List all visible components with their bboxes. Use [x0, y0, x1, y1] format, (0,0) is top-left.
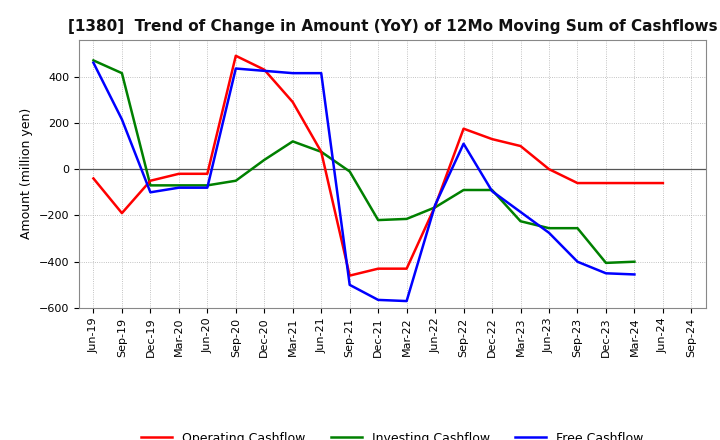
Investing Cashflow	[402, 216, 411, 222]
Operating Cashflow	[317, 149, 325, 154]
Investing Cashflow	[203, 183, 212, 188]
Free Cashflow	[117, 117, 126, 122]
Operating Cashflow	[545, 166, 554, 172]
Legend: Operating Cashflow, Investing Cashflow, Free Cashflow: Operating Cashflow, Investing Cashflow, …	[136, 427, 649, 440]
Investing Cashflow	[516, 219, 525, 224]
Investing Cashflow	[431, 205, 439, 210]
Investing Cashflow	[89, 58, 98, 63]
Line: Investing Cashflow: Investing Cashflow	[94, 60, 634, 263]
Line: Operating Cashflow: Operating Cashflow	[94, 56, 663, 275]
Title: [1380]  Trend of Change in Amount (YoY) of 12Mo Moving Sum of Cashflows: [1380] Trend of Change in Amount (YoY) o…	[68, 19, 717, 34]
Free Cashflow	[374, 297, 382, 303]
Operating Cashflow	[232, 53, 240, 59]
Operating Cashflow	[516, 143, 525, 149]
Free Cashflow	[232, 66, 240, 71]
Investing Cashflow	[487, 187, 496, 193]
Investing Cashflow	[260, 157, 269, 162]
Operating Cashflow	[431, 204, 439, 209]
Operating Cashflow	[174, 171, 183, 176]
Investing Cashflow	[346, 169, 354, 174]
Investing Cashflow	[630, 259, 639, 264]
Line: Free Cashflow: Free Cashflow	[94, 63, 634, 301]
Operating Cashflow	[289, 99, 297, 105]
Operating Cashflow	[117, 210, 126, 216]
Investing Cashflow	[374, 217, 382, 223]
Investing Cashflow	[146, 183, 155, 188]
Investing Cashflow	[573, 226, 582, 231]
Operating Cashflow	[602, 180, 611, 186]
Operating Cashflow	[402, 266, 411, 271]
Operating Cashflow	[374, 266, 382, 271]
Operating Cashflow	[659, 180, 667, 186]
Investing Cashflow	[174, 183, 183, 188]
Free Cashflow	[630, 272, 639, 277]
Investing Cashflow	[117, 70, 126, 76]
Operating Cashflow	[459, 126, 468, 131]
Free Cashflow	[459, 141, 468, 147]
Free Cashflow	[487, 188, 496, 194]
Operating Cashflow	[630, 180, 639, 186]
Free Cashflow	[545, 230, 554, 235]
Investing Cashflow	[459, 187, 468, 193]
Free Cashflow	[146, 190, 155, 195]
Investing Cashflow	[317, 149, 325, 154]
Operating Cashflow	[146, 178, 155, 183]
Operating Cashflow	[89, 176, 98, 181]
Operating Cashflow	[260, 67, 269, 72]
Operating Cashflow	[487, 136, 496, 142]
Investing Cashflow	[602, 260, 611, 265]
Free Cashflow	[573, 259, 582, 264]
Free Cashflow	[317, 70, 325, 76]
Free Cashflow	[602, 271, 611, 276]
Y-axis label: Amount (million yen): Amount (million yen)	[20, 108, 33, 239]
Operating Cashflow	[346, 273, 354, 278]
Free Cashflow	[516, 209, 525, 215]
Investing Cashflow	[545, 226, 554, 231]
Free Cashflow	[289, 70, 297, 76]
Operating Cashflow	[203, 171, 212, 176]
Investing Cashflow	[232, 178, 240, 183]
Investing Cashflow	[289, 139, 297, 144]
Free Cashflow	[431, 202, 439, 208]
Free Cashflow	[260, 68, 269, 73]
Operating Cashflow	[573, 180, 582, 186]
Free Cashflow	[174, 185, 183, 191]
Free Cashflow	[346, 282, 354, 287]
Free Cashflow	[89, 60, 98, 66]
Free Cashflow	[203, 185, 212, 191]
Free Cashflow	[402, 298, 411, 304]
